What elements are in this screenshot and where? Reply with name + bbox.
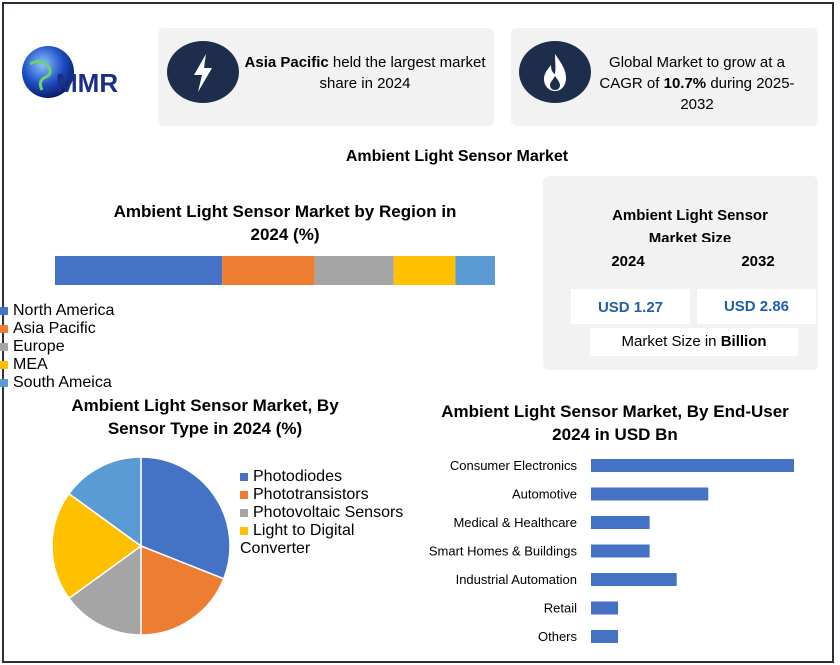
chart-title: Ambient Light Sensor Market by Region in… (113, 202, 457, 244)
icon-bg (519, 41, 591, 103)
legend-swatch (0, 343, 8, 351)
bar-segment (393, 256, 456, 285)
legend-swatch (240, 509, 248, 517)
stacked-bar-chart (55, 256, 495, 285)
pie-slice (67, 456, 142, 548)
chart-title: Ambient Light Sensor Market, By End-User… (441, 402, 789, 444)
legend-swatch (0, 379, 8, 387)
legend-label: Light to Digital Converter (240, 522, 355, 557)
legend-label: Europe (13, 338, 65, 355)
legend-item: Light to Digital Converter (240, 522, 406, 558)
legend-swatch (0, 325, 8, 333)
legend-swatch (0, 307, 8, 315)
legend-swatch (0, 361, 8, 369)
logo-land (29, 59, 52, 91)
logo-globe (22, 46, 74, 98)
bar (591, 630, 619, 643)
legend-label: North America (13, 302, 115, 319)
logo-text: MMR (56, 68, 118, 98)
icon-flame (544, 54, 566, 91)
y-tick-label: Retail (544, 601, 577, 616)
card-icon (519, 41, 591, 103)
legend-item: Europe (0, 338, 540, 356)
legend-item: Photodiodes (240, 468, 406, 486)
bar (591, 487, 709, 501)
logo: MMR (22, 46, 118, 98)
legend-label: Photovoltaic Sensors (253, 504, 404, 521)
pie-slice (67, 544, 142, 636)
legend-item: Photovoltaic Sensors (240, 504, 406, 522)
y-tick-label: Consumer Electronics (450, 458, 578, 473)
market-value: USD 1.27 (571, 289, 690, 324)
bar-segment (222, 256, 315, 285)
bar (591, 459, 794, 472)
card-bold: 10.7% (663, 75, 707, 92)
main-title: Ambient Light Sensor Market (345, 148, 569, 165)
legend-label: MEA (13, 356, 48, 373)
bar (591, 544, 650, 558)
legend-item: North America (0, 302, 540, 320)
legend-item: Phototransistors (240, 486, 406, 504)
card-icon (167, 41, 239, 103)
legend-label: Phototransistors (253, 486, 369, 503)
legend-label: South Ameica (13, 374, 112, 391)
year-label: 2032 (741, 253, 775, 270)
card-text-part: during 2025-2032 (680, 75, 795, 113)
bar-chart: Consumer Electronics Automotive Medical & … (429, 458, 794, 644)
year-label: 2024 (611, 253, 645, 270)
bar-segment (455, 256, 495, 285)
card-text-part: Global Market to grow at a CAGR of (599, 54, 785, 92)
y-tick-label: Industrial Automation (456, 572, 577, 587)
market-size-note: Market Size in Billion (590, 328, 798, 356)
icon-bolt (194, 54, 212, 92)
legend: Photodiodes Phototransistors Photovoltaic … (240, 468, 406, 608)
legend-item: MEA (0, 356, 540, 374)
y-tick-label: Smart Homes & Buildings (429, 544, 578, 559)
legend-item: South Ameica (0, 374, 540, 392)
bar (591, 601, 619, 615)
y-tick-label: Automotive (512, 487, 577, 502)
legend-swatch (240, 491, 248, 499)
card-text: Global Market to grow at a CAGR of 10.7%… (594, 52, 800, 115)
pie-slice (140, 456, 231, 580)
bar-segment (55, 256, 223, 285)
legend-label: Asia Pacific (13, 320, 96, 337)
card-text-part: held the largest market share in 2024 (319, 54, 486, 92)
y-tick-label: Others (538, 629, 578, 644)
market-value: USD 2.86 (697, 289, 816, 324)
pie-chart (51, 456, 231, 636)
bar-segment (314, 256, 394, 285)
bar (591, 516, 650, 529)
note-bold: Billion (720, 333, 767, 350)
legend: North America Asia Pacific Europe MEA South … (0, 302, 540, 391)
icon-flame-inner (550, 76, 560, 90)
bar (591, 573, 677, 586)
pie-slice (51, 492, 143, 600)
note-text: Market Size in (621, 333, 721, 350)
chart-title: Ambient Light Sensor Market, By Sensor T… (71, 396, 339, 438)
legend-item: Asia Pacific (0, 320, 540, 338)
card-text: Asia Pacific held the largest market sha… (244, 52, 486, 94)
pie-slice (140, 544, 225, 636)
y-tick-label: Medical & Healthcare (453, 515, 577, 530)
legend-label: Photodiodes (253, 468, 342, 485)
market-size-title: Ambient Light Sensor Market Size (612, 207, 768, 242)
legend-swatch (240, 473, 248, 481)
card-bold: Asia Pacific (244, 54, 329, 71)
legend-swatch (240, 527, 248, 535)
